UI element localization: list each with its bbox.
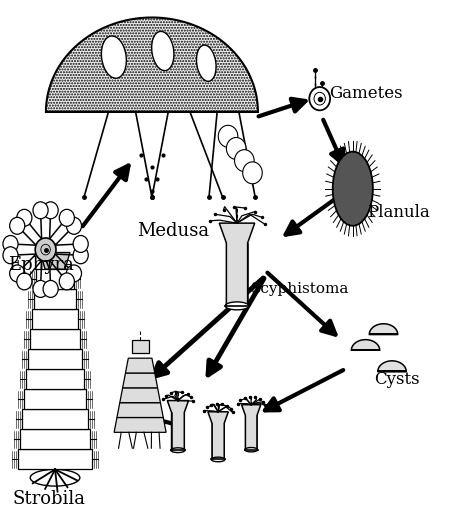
Circle shape (73, 235, 88, 252)
Polygon shape (378, 361, 406, 371)
Circle shape (3, 247, 18, 264)
Polygon shape (114, 417, 166, 432)
Circle shape (66, 265, 82, 282)
Polygon shape (117, 402, 163, 417)
Circle shape (9, 217, 25, 234)
Circle shape (17, 273, 32, 290)
Polygon shape (26, 369, 84, 389)
Circle shape (73, 247, 88, 264)
Circle shape (43, 202, 58, 219)
Polygon shape (126, 358, 155, 373)
Text: Medusa: Medusa (137, 222, 209, 240)
Polygon shape (123, 373, 157, 388)
Polygon shape (28, 349, 82, 369)
Circle shape (3, 235, 18, 252)
Circle shape (59, 273, 74, 290)
Polygon shape (120, 388, 160, 402)
Circle shape (310, 87, 330, 110)
Polygon shape (132, 340, 149, 353)
Text: Ephyra: Ephyra (8, 256, 73, 275)
Text: Cysts: Cysts (374, 371, 419, 388)
Polygon shape (36, 269, 74, 289)
Ellipse shape (245, 448, 257, 452)
Circle shape (59, 209, 74, 226)
Polygon shape (351, 340, 380, 350)
Circle shape (235, 150, 254, 172)
Polygon shape (32, 309, 78, 329)
Polygon shape (18, 449, 92, 469)
Text: Planula: Planula (367, 204, 430, 221)
Polygon shape (242, 405, 261, 450)
Polygon shape (40, 253, 70, 269)
Polygon shape (34, 289, 76, 309)
Polygon shape (167, 400, 189, 450)
Text: Scyphistoma: Scyphistoma (251, 282, 349, 296)
Ellipse shape (30, 469, 80, 486)
Polygon shape (369, 324, 398, 335)
Polygon shape (219, 223, 255, 306)
Ellipse shape (101, 36, 127, 78)
Circle shape (35, 238, 56, 261)
Circle shape (9, 265, 25, 282)
Circle shape (66, 217, 82, 234)
Polygon shape (30, 329, 80, 349)
Circle shape (243, 162, 262, 184)
Polygon shape (208, 412, 228, 459)
Ellipse shape (197, 45, 216, 81)
Polygon shape (46, 18, 258, 112)
Ellipse shape (225, 302, 249, 310)
Ellipse shape (152, 31, 174, 71)
Text: Strobila: Strobila (12, 490, 85, 508)
Ellipse shape (333, 152, 373, 226)
Text: Gametes: Gametes (329, 85, 403, 102)
Circle shape (43, 280, 58, 297)
Circle shape (17, 209, 32, 226)
Polygon shape (24, 389, 86, 409)
Ellipse shape (211, 457, 225, 462)
Polygon shape (22, 409, 88, 430)
Circle shape (33, 280, 48, 297)
Circle shape (33, 202, 48, 219)
Circle shape (227, 138, 246, 159)
Polygon shape (20, 430, 90, 449)
Ellipse shape (171, 448, 185, 452)
Circle shape (218, 125, 238, 147)
